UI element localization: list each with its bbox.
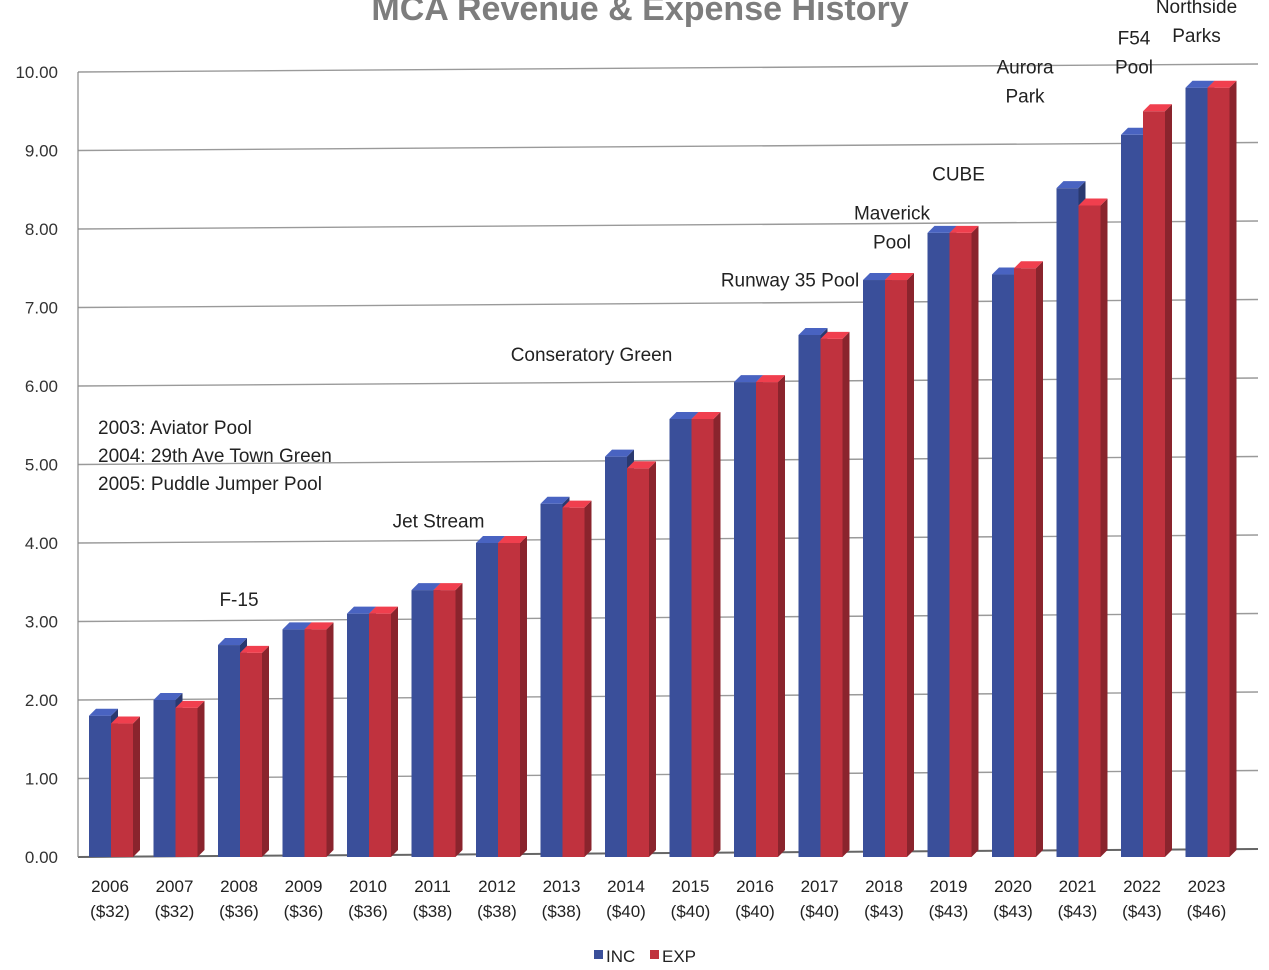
legend-label: EXP [662, 947, 696, 966]
x-tick-sublabel: ($32) [155, 902, 195, 921]
bar-annotation: Northside Parks [1156, 0, 1237, 47]
x-tick-sublabel: ($38) [542, 902, 582, 921]
x-tick-label: 2006 [91, 877, 129, 896]
y-tick-label: 3.00 [25, 613, 58, 632]
y-tick-label: 10.00 [15, 63, 58, 82]
legend: INC EXP [594, 947, 696, 966]
bar-annotation: F54 Pool [1115, 29, 1153, 79]
legend-label: INC [606, 947, 635, 966]
x-tick-label: 2018 [865, 877, 903, 896]
y-tick-label: 9.00 [25, 142, 58, 161]
exp-bar [756, 375, 785, 857]
exp-bar [885, 273, 914, 857]
gridline [77, 141, 1259, 152]
early-years-note: 2003: Aviator Pool 2004: 29th Ave Town Gr… [98, 418, 332, 495]
x-tick-label: 2022 [1123, 877, 1161, 896]
y-tick-label: 8.00 [25, 220, 58, 239]
y-tick-label: 1.00 [25, 770, 58, 789]
x-tick-sublabel: ($43) [864, 902, 904, 921]
x-tick-label: 2015 [672, 877, 710, 896]
x-tick-sublabel: ($43) [929, 902, 969, 921]
bar-annotation: CUBE [932, 164, 985, 185]
x-tick-sublabel: ($36) [219, 902, 259, 921]
x-axis: 2006 ($32) 2007 ($32) 2008 ($36) 2009 ($36) 2010… [90, 877, 1226, 921]
exp-bar [820, 331, 850, 857]
x-tick-sublabel: ($40) [606, 902, 646, 921]
exp-bar [562, 500, 592, 857]
note-line: 2005: Puddle Jumper Pool [98, 474, 322, 495]
x-tick-label: 2023 [1188, 877, 1226, 896]
exp-bar [1207, 80, 1237, 857]
bar-annotations: F-15 Jet Stream Conseratory Green Runway 35… [219, 0, 1237, 611]
exp-bar [111, 716, 140, 857]
x-tick-sublabel: ($43) [1122, 902, 1162, 921]
bar-annotation: Maverick Pool [854, 204, 931, 254]
gridline [77, 63, 1259, 73]
note-line: 2004: 29th Ave Town Green [98, 446, 332, 467]
x-tick-sublabel: ($40) [671, 902, 711, 921]
x-tick-sublabel: ($43) [1058, 902, 1098, 921]
bar-annotation: Jet Stream [393, 511, 485, 532]
y-tick-label: 6.00 [25, 377, 58, 396]
x-tick-label: 2010 [349, 877, 387, 896]
bar-annotation: F-15 [219, 590, 258, 611]
x-tick-sublabel: ($43) [993, 902, 1033, 921]
exp-bar [433, 583, 463, 857]
x-tick-label: 2012 [478, 877, 516, 896]
x-tick-sublabel: ($40) [800, 902, 840, 921]
x-tick-label: 2016 [736, 877, 774, 896]
exp-bar [1078, 198, 1108, 857]
bar-annotation: Runway 35 Pool [721, 270, 859, 291]
exp-bar [175, 700, 205, 857]
x-tick-label: 2019 [930, 877, 968, 896]
x-tick-sublabel: ($46) [1187, 902, 1227, 921]
bar-annotation: Aurora Park [996, 58, 1053, 108]
exp-bar [627, 461, 656, 857]
y-tick-label: 0.00 [25, 848, 58, 867]
x-tick-label: 2008 [220, 877, 258, 896]
exp-bar [1143, 104, 1172, 857]
legend-swatch [650, 950, 659, 959]
x-tick-label: 2020 [994, 877, 1032, 896]
x-tick-label: 2014 [607, 877, 645, 896]
y-tick-label: 5.00 [25, 456, 58, 475]
y-tick-label: 4.00 [25, 534, 58, 553]
exp-bar [498, 536, 527, 857]
x-tick-sublabel: ($36) [284, 902, 324, 921]
note-line: 2003: Aviator Pool [98, 418, 252, 439]
x-tick-sublabel: ($40) [735, 902, 775, 921]
exp-bar [240, 645, 269, 857]
exp-bar [1014, 261, 1043, 857]
exp-bar [949, 225, 979, 858]
exp-bar [691, 411, 721, 857]
bar-annotation: Conseratory Green [511, 345, 673, 366]
legend-swatch [594, 950, 603, 959]
x-tick-label: 2011 [414, 877, 451, 896]
x-tick-sublabel: ($38) [477, 902, 517, 921]
bar-groups [89, 80, 1237, 858]
x-tick-label: 2013 [543, 877, 581, 896]
exp-bar [369, 606, 398, 857]
exp-bar [304, 622, 334, 857]
chart-title: MCA Revenue & Expense History [371, 0, 908, 28]
y-tick-label: 7.00 [25, 299, 58, 318]
x-tick-sublabel: ($38) [413, 902, 453, 921]
x-tick-label: 2017 [801, 877, 839, 896]
x-tick-sublabel: ($32) [90, 902, 130, 921]
x-tick-label: 2009 [285, 877, 323, 896]
gridlines [77, 63, 1259, 858]
x-tick-label: 2007 [156, 877, 194, 896]
y-tick-label: 2.00 [25, 691, 58, 710]
x-tick-label: 2021 [1059, 877, 1097, 896]
x-tick-sublabel: ($36) [348, 902, 388, 921]
